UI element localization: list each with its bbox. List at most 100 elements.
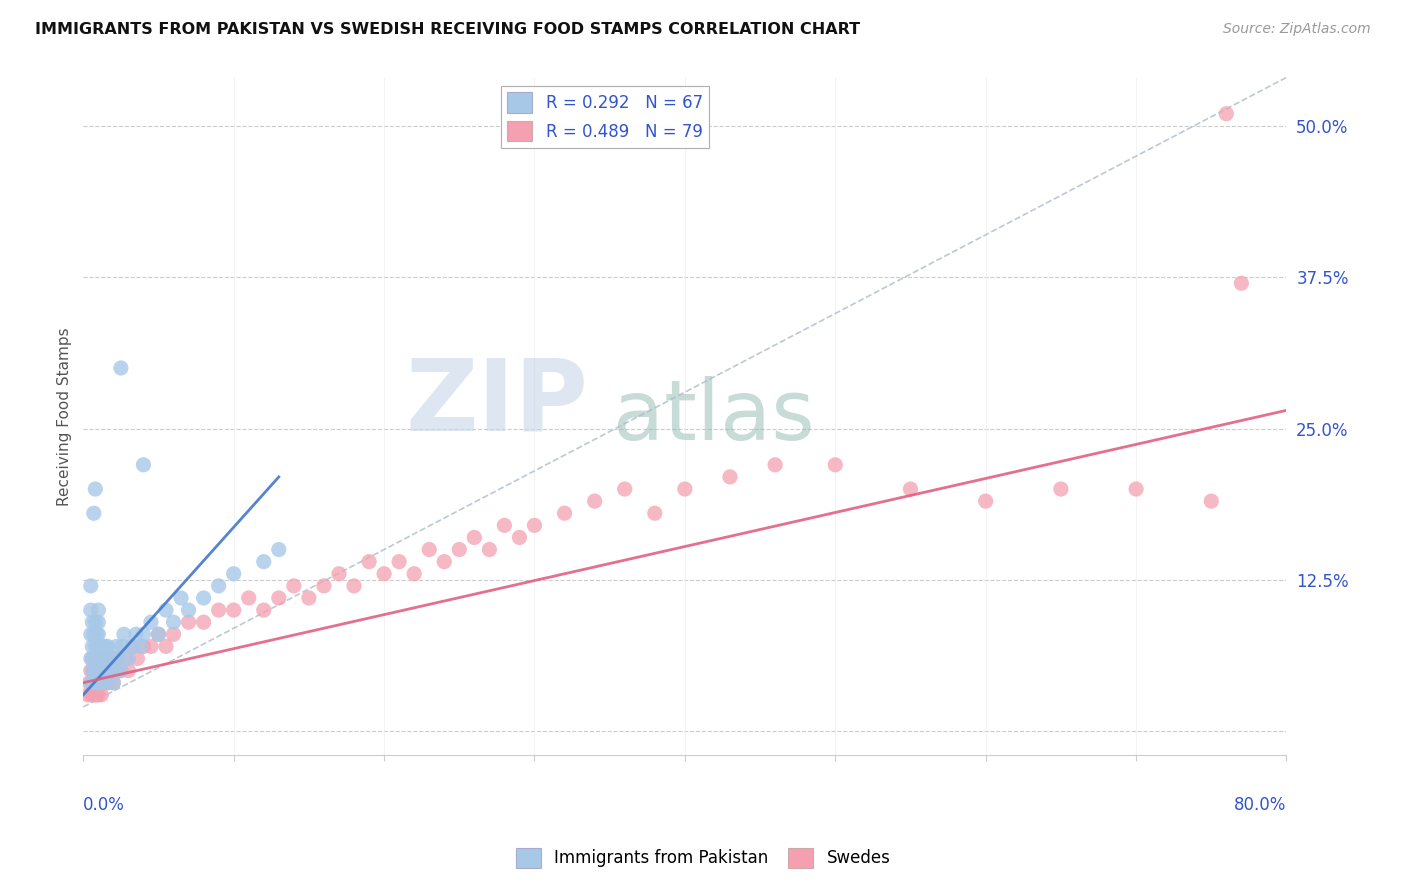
Point xyxy=(613,482,636,496)
Point xyxy=(91,664,114,678)
Point xyxy=(132,458,155,472)
Point xyxy=(125,627,148,641)
Point xyxy=(139,640,162,654)
Point xyxy=(1215,107,1237,121)
Point xyxy=(89,664,111,678)
Point xyxy=(170,591,193,605)
Text: 0.0%: 0.0% xyxy=(83,796,125,814)
Point xyxy=(94,675,117,690)
Point xyxy=(87,603,110,617)
Point xyxy=(122,640,145,654)
Point xyxy=(103,675,125,690)
Point xyxy=(974,494,997,508)
Point xyxy=(107,651,129,665)
Point xyxy=(80,688,103,702)
Text: ZIP: ZIP xyxy=(406,354,589,451)
Point xyxy=(79,675,101,690)
Point xyxy=(283,579,305,593)
Point xyxy=(267,591,290,605)
Point xyxy=(87,664,110,678)
Point xyxy=(84,482,107,496)
Point xyxy=(93,675,115,690)
Point xyxy=(87,664,110,678)
Point xyxy=(117,664,139,678)
Point xyxy=(87,688,110,702)
Legend: Immigrants from Pakistan, Swedes: Immigrants from Pakistan, Swedes xyxy=(509,841,897,875)
Point xyxy=(193,591,215,605)
Point xyxy=(83,675,105,690)
Point xyxy=(87,651,110,665)
Point xyxy=(177,603,200,617)
Point xyxy=(101,651,124,665)
Point xyxy=(222,566,245,581)
Point xyxy=(132,640,155,654)
Point xyxy=(404,566,426,581)
Point xyxy=(103,675,125,690)
Point xyxy=(155,603,177,617)
Point xyxy=(91,675,114,690)
Point xyxy=(129,640,152,654)
Point xyxy=(90,651,112,665)
Point xyxy=(87,651,110,665)
Point xyxy=(80,603,103,617)
Point xyxy=(89,675,111,690)
Point xyxy=(83,664,105,678)
Point xyxy=(94,640,117,654)
Point xyxy=(583,494,606,508)
Point xyxy=(86,675,108,690)
Point xyxy=(162,627,184,641)
Y-axis label: Receiving Food Stamps: Receiving Food Stamps xyxy=(58,327,72,506)
Point xyxy=(328,566,350,581)
Point xyxy=(120,640,142,654)
Point xyxy=(87,627,110,641)
Point xyxy=(343,579,366,593)
Point xyxy=(193,615,215,630)
Point xyxy=(93,664,115,678)
Point xyxy=(80,675,103,690)
Point xyxy=(87,615,110,630)
Point xyxy=(94,664,117,678)
Point xyxy=(267,542,290,557)
Point xyxy=(82,640,104,654)
Point xyxy=(298,591,321,605)
Point xyxy=(110,361,132,376)
Point xyxy=(97,651,120,665)
Point xyxy=(132,627,155,641)
Point xyxy=(86,651,108,665)
Point xyxy=(494,518,516,533)
Point xyxy=(148,627,170,641)
Point xyxy=(86,627,108,641)
Point xyxy=(87,675,110,690)
Point xyxy=(463,531,485,545)
Point xyxy=(1050,482,1073,496)
Point xyxy=(718,470,741,484)
Point xyxy=(763,458,786,472)
Point xyxy=(155,640,177,654)
Point xyxy=(90,688,112,702)
Point xyxy=(86,664,108,678)
Point xyxy=(80,664,103,678)
Point xyxy=(824,458,846,472)
Point xyxy=(111,640,134,654)
Point xyxy=(96,664,118,678)
Point xyxy=(80,651,103,665)
Point xyxy=(89,640,111,654)
Point xyxy=(90,675,112,690)
Point xyxy=(253,603,276,617)
Point xyxy=(554,506,576,520)
Point xyxy=(112,627,135,641)
Point xyxy=(105,640,128,654)
Point xyxy=(91,640,114,654)
Point xyxy=(105,651,128,665)
Point xyxy=(900,482,922,496)
Point xyxy=(253,555,276,569)
Point xyxy=(110,664,132,678)
Point xyxy=(508,531,530,545)
Point xyxy=(84,640,107,654)
Point xyxy=(87,640,110,654)
Point xyxy=(238,591,260,605)
Point xyxy=(80,579,103,593)
Point xyxy=(373,566,395,581)
Point xyxy=(478,542,501,557)
Point xyxy=(162,615,184,630)
